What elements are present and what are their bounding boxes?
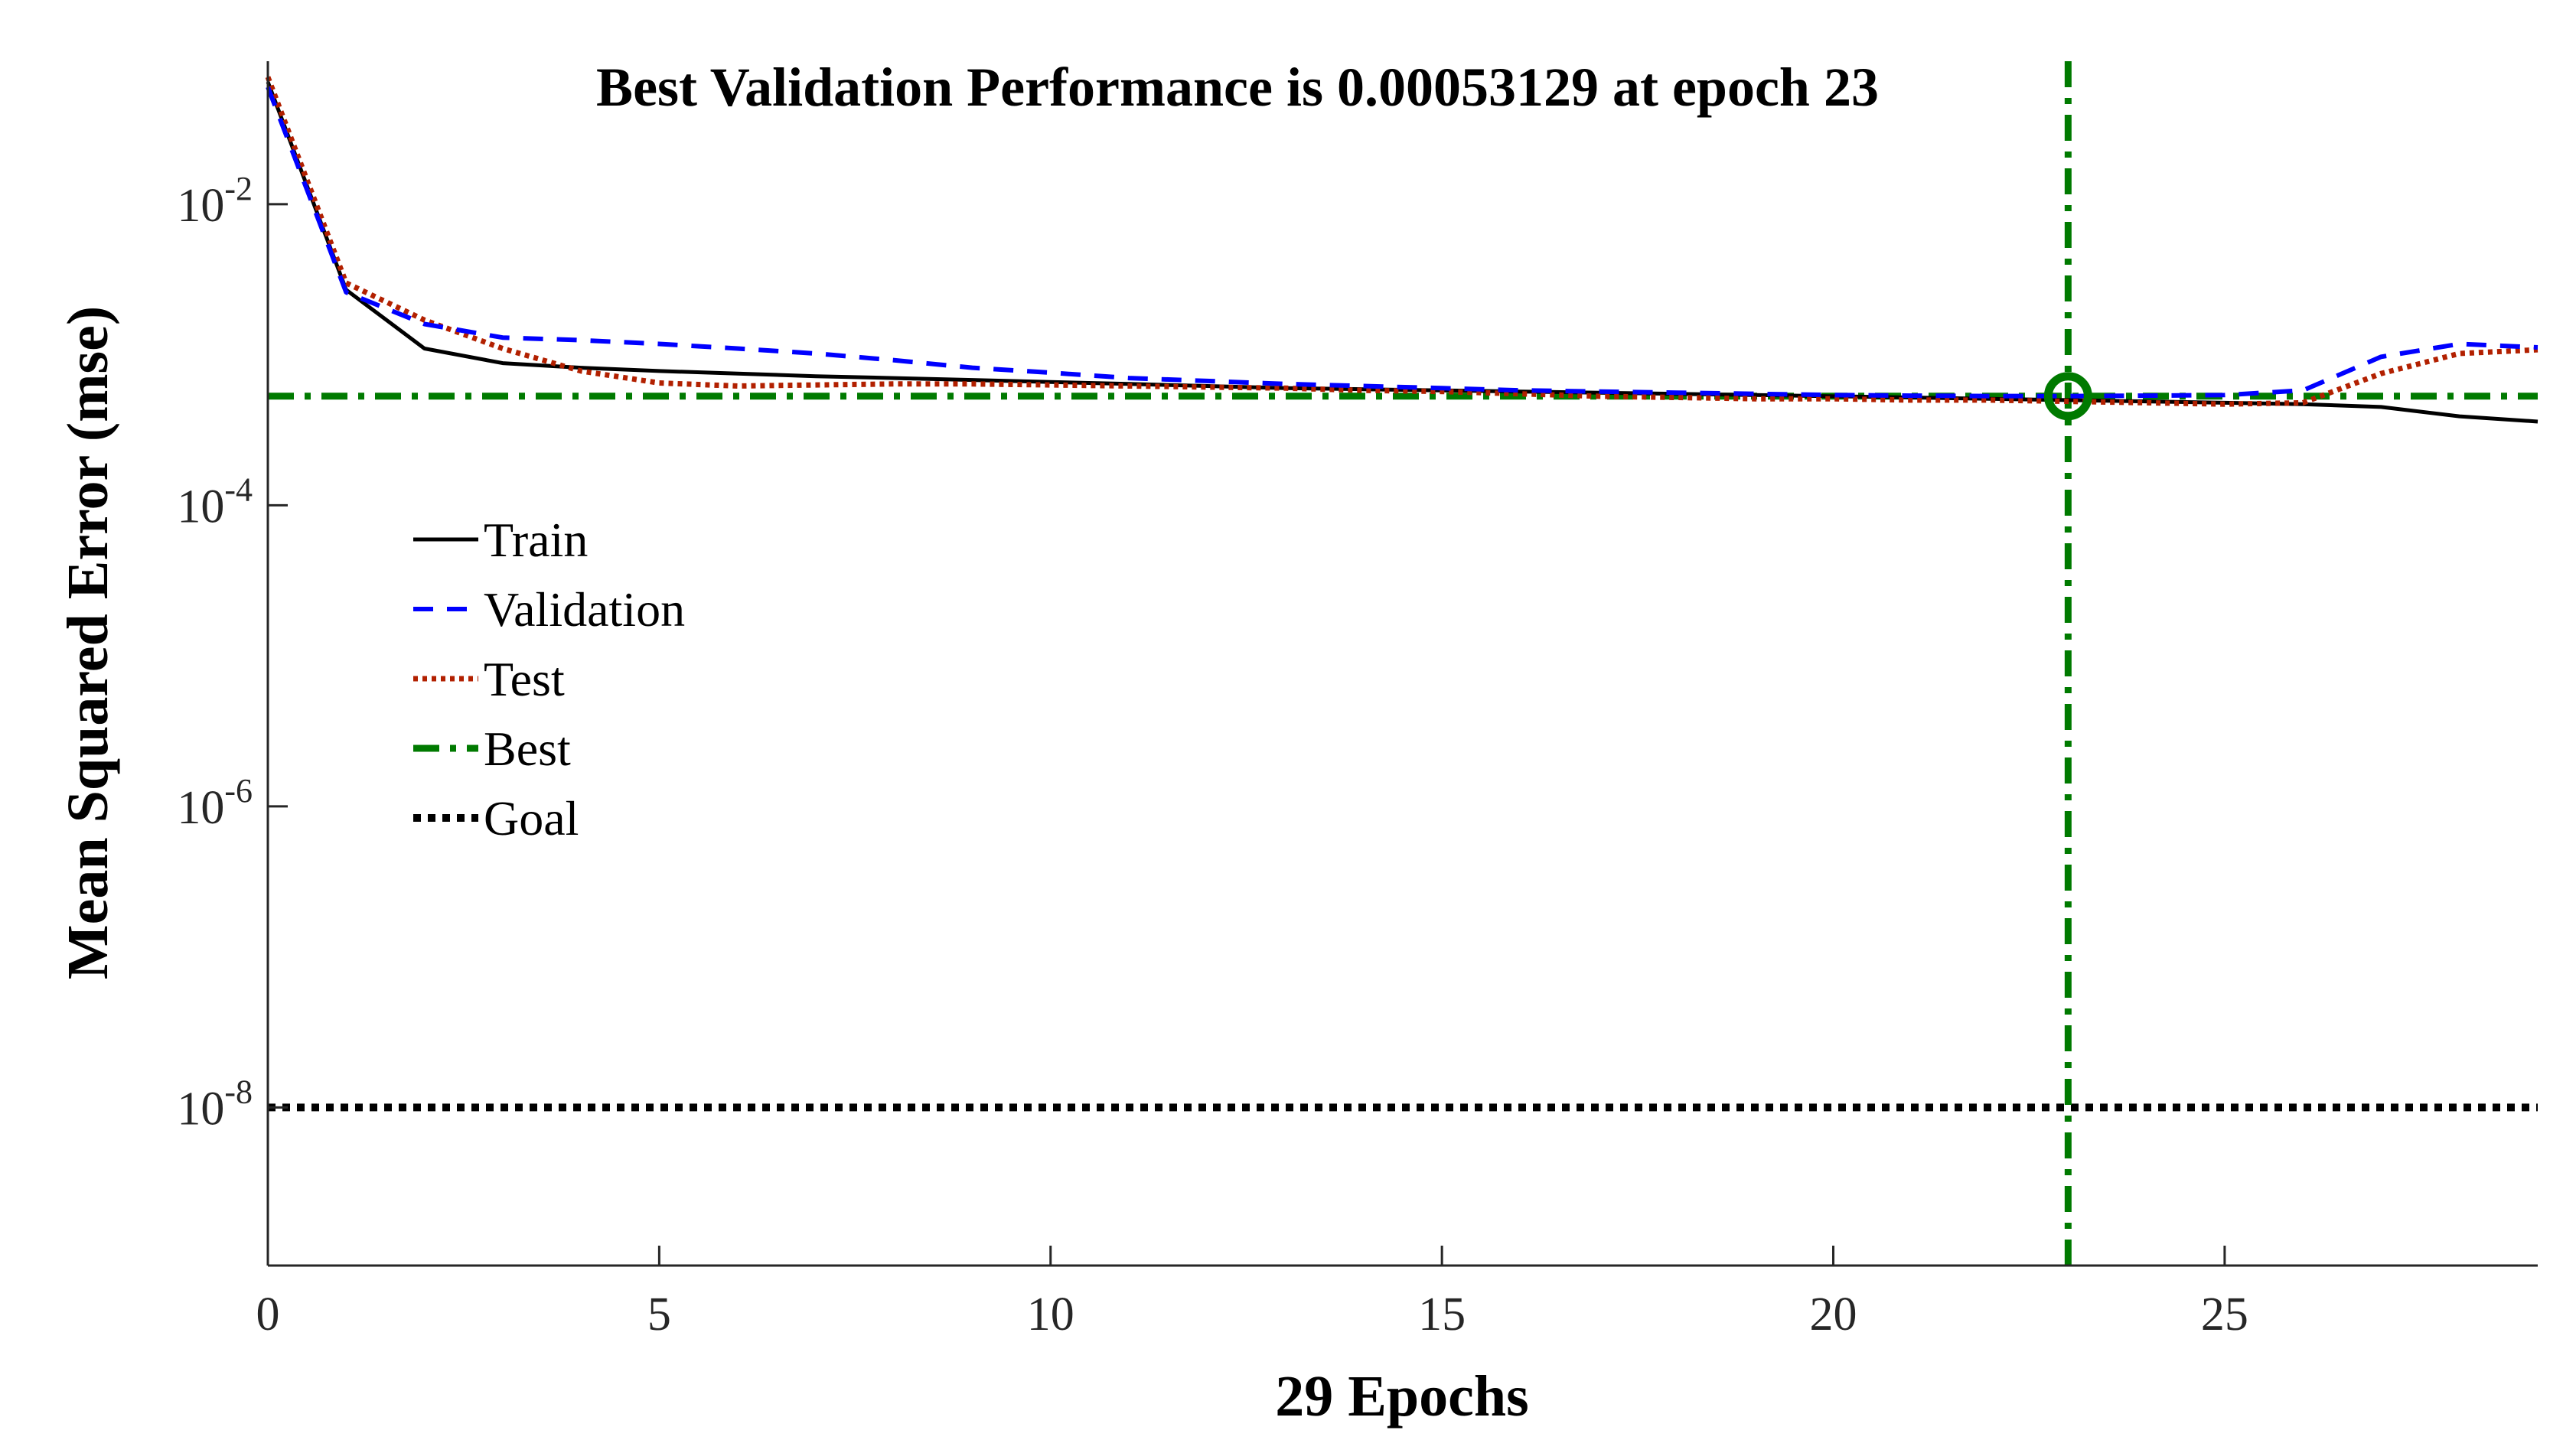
axes: 0 5 10 15 20 25 10-2 10-4 10-6 10-8 [177,61,2538,1341]
legend: Train Validation Test Best Goal [413,513,685,845]
series-line-validation [266,86,2539,399]
x-tick-label: 15 [1418,1289,1466,1341]
series-line-test [265,76,2539,407]
x-tick-label: 10 [1027,1289,1074,1341]
plot-area [265,61,2539,1266]
legend-label-test: Test [484,652,565,706]
y-tick-label: 10-6 [177,772,253,834]
x-tick-label: 20 [1810,1289,1857,1341]
legend-label-validation: Validation [484,582,685,637]
x-tick-label: 5 [647,1289,671,1341]
legend-label-train: Train [484,513,588,567]
series-line-train [266,81,2539,424]
x-tick-label: 25 [2201,1289,2248,1341]
legend-label-best: Best [484,722,571,776]
y-tick-label: 10-2 [177,170,253,232]
y-tick-label: 10-4 [177,471,253,533]
y-tick-label: 10-8 [177,1073,253,1135]
chart-title: Best Validation Performance is 0.0005312… [596,57,1879,118]
x-tick-label: 0 [256,1289,280,1341]
legend-label-goal: Goal [484,791,579,845]
best-marker [2043,372,2092,421]
x-axis-label: 29 Epochs [1275,1364,1529,1429]
y-axis-label: Mean Squared Error (mse) [56,306,120,979]
